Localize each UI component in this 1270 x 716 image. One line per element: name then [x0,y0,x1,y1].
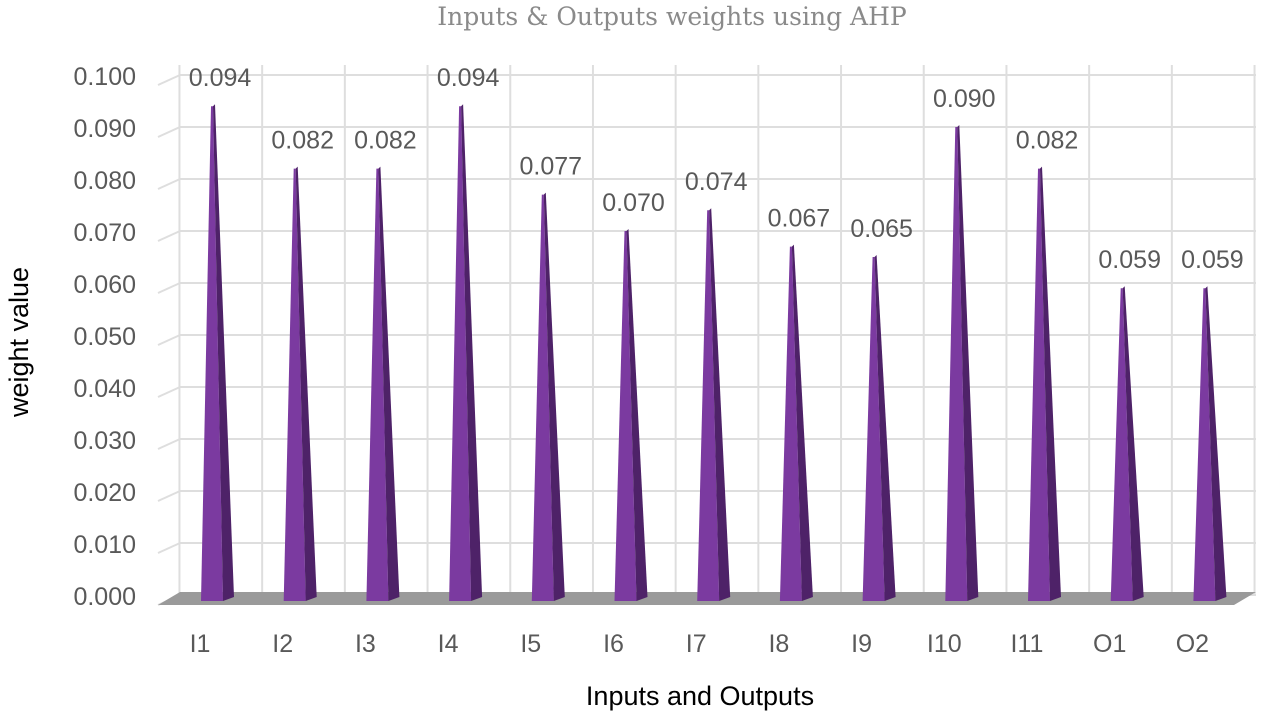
bar [283,166,317,601]
grid-line [157,74,181,86]
x-tick-label: I1 [190,630,211,658]
data-label: 0.070 [602,189,665,217]
x-tick-label: I9 [851,630,872,658]
bar-front [697,210,720,601]
bar [366,166,400,601]
grid-line [157,178,181,190]
bar-front [1028,168,1050,601]
grid-line [157,334,181,346]
data-label: 0.094 [437,64,500,92]
bar [614,229,648,601]
data-label: 0.067 [768,205,831,233]
x-tick-label: I11 [1011,630,1044,658]
grid-line [157,126,181,138]
bar [1193,286,1227,601]
data-label: 0.065 [850,215,913,243]
x-tick-label: I3 [355,630,376,658]
bar-front [779,246,802,601]
grid-line [157,490,181,502]
bar-front [1110,288,1133,601]
bar [1028,166,1061,601]
data-label: 0.059 [1181,246,1244,274]
y-tick-label: 0.080 [73,167,136,195]
y-tick-label: 0.040 [73,375,136,403]
data-label: 0.082 [1016,127,1079,155]
x-tick-label: O1 [1093,630,1126,658]
bar-front [862,257,885,601]
x-tick-label: I2 [272,630,293,658]
bar [1110,286,1144,601]
bar-side [1122,286,1144,601]
y-tick-label: 0.030 [73,427,136,455]
bar [449,104,483,601]
bar-side [543,192,565,601]
bars [201,104,1227,601]
bar-side [1040,166,1061,601]
y-axis-ticks: 0.000 0.010 0.020 0.030 0.040 0.050 0.060 0.070… [73,63,136,611]
bar [945,125,979,601]
grid-line [157,542,181,554]
bar [862,255,896,601]
y-tick-label: 0.010 [73,531,136,559]
y-tick-label: 0.020 [73,479,136,507]
x-tick-label: I4 [438,630,459,658]
bar-front [614,231,637,601]
bar-side [874,255,896,601]
data-label: 0.082 [271,127,334,155]
y-tick-label: 0.070 [73,219,136,247]
bar-side [1205,286,1227,601]
x-tick-label: I8 [768,630,789,658]
x-tick-label: I5 [520,630,541,658]
bar [779,244,813,601]
bar-front [449,106,472,601]
x-tick-label: I10 [927,630,962,658]
data-label: 0.077 [520,153,583,181]
data-label: 0.094 [189,64,252,92]
data-label: 0.074 [685,168,748,196]
bar-side [461,104,483,601]
bar-side [957,125,979,601]
bar-side [378,166,400,601]
chart-title: Inputs & Outputs weights using AHP [437,2,906,31]
bar-front [531,194,554,601]
bar-side [791,244,813,601]
y-tick-label: 0.000 [73,583,136,611]
x-axis-ticks: I1 I2 I3 I4 I5 I6 I7 I8 I9 I10 I11 O1 O2 [190,630,1210,658]
bar-front [945,127,968,601]
y-tick-label: 0.100 [73,63,136,91]
bar-side [213,104,234,601]
y-tick-label: 0.090 [73,115,136,143]
data-labels: 0.094 0.082 0.082 0.094 0.077 0.070 0.074 0.067… [189,64,1244,274]
x-tick-label: I7 [686,630,707,658]
bar [697,208,731,601]
x-axis-label: Inputs and Outputs [586,681,814,711]
bar-front [283,168,306,601]
data-label: 0.082 [354,127,417,155]
grid-line [157,282,181,294]
bar-side [709,208,731,601]
y-tick-label: 0.060 [73,271,136,299]
x-tick-label: I6 [603,630,624,658]
bar-side [626,229,648,601]
grid-line [157,230,181,242]
bar-front [1193,288,1216,601]
y-tick-label: 0.050 [73,323,136,351]
bar-front [366,168,389,601]
grid-line [157,386,181,398]
bar [201,104,234,601]
data-label: 0.090 [933,85,996,113]
y-axis-label: weight value [4,267,34,418]
bar-side [295,166,317,601]
grid-line [157,438,181,450]
bar-front [201,106,223,601]
bar [531,192,565,601]
data-label: 0.059 [1098,246,1161,274]
x-tick-label: O2 [1176,630,1209,658]
